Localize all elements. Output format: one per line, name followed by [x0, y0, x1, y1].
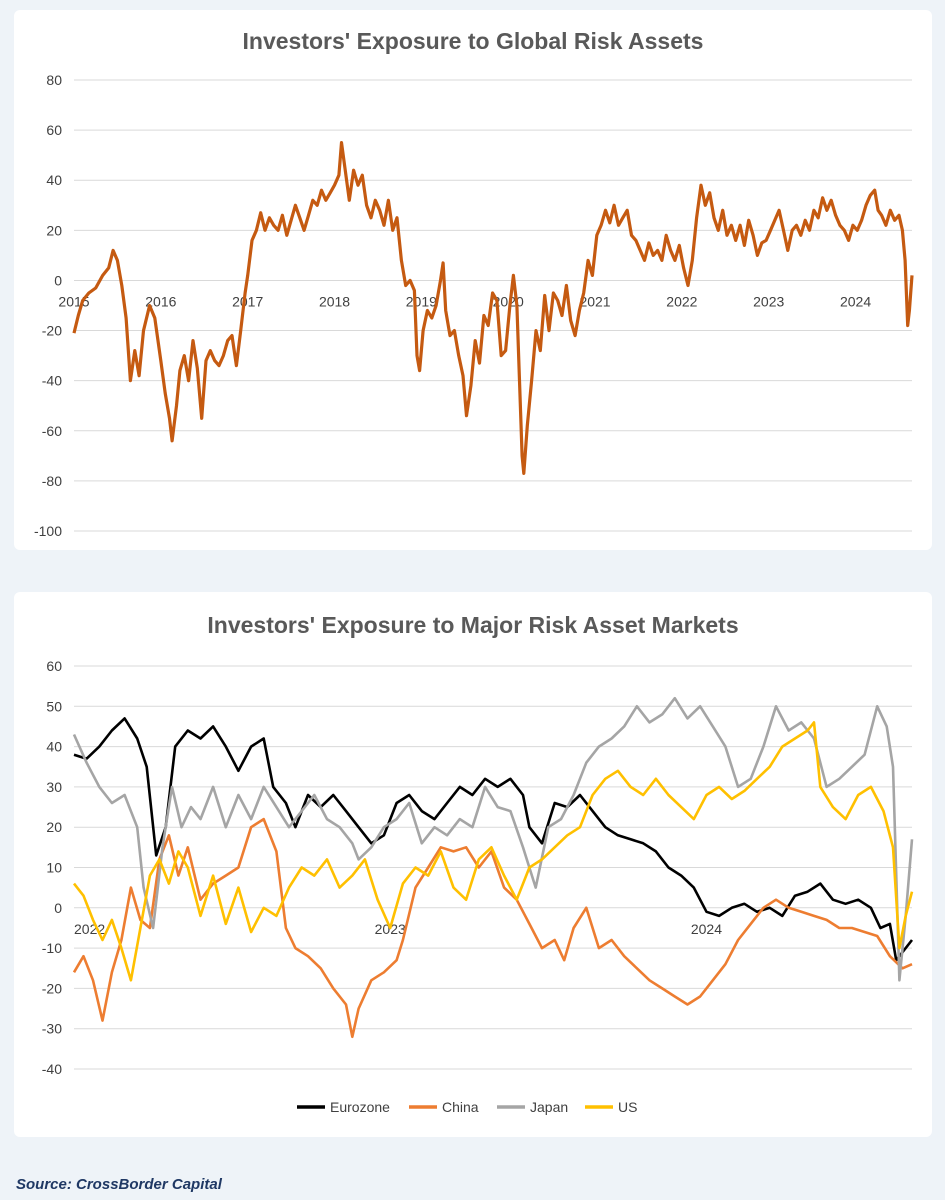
y-tick-label: 50: [46, 698, 62, 714]
chart-title: Investors' Exposure to Global Risk Asset…: [242, 28, 704, 54]
y-tick-label: -20: [42, 323, 62, 339]
legend-item-china: China: [409, 1099, 479, 1115]
x-tick-label: 2016: [145, 293, 176, 309]
y-tick-label: -100: [34, 523, 62, 539]
y-tick-label: -10: [42, 940, 62, 956]
series-line-us: [72, 721, 914, 982]
series-line-china: [72, 817, 913, 1039]
legend-item-eurozone: Eurozone: [297, 1099, 390, 1115]
x-tick-label: 2024: [840, 293, 871, 309]
legend-label: Japan: [530, 1099, 568, 1115]
y-tick-label: -60: [42, 423, 62, 439]
y-tick-label: 0: [54, 900, 62, 916]
y-tick-label: -30: [42, 1021, 62, 1037]
major-markets-chart-panel: Investors' Exposure to Major Risk Asset …: [14, 592, 932, 1137]
x-tick-label: 2022: [74, 921, 105, 937]
x-tick-label: 2019: [406, 293, 437, 309]
x-tick-label: 2017: [232, 293, 263, 309]
x-tick-label: 2023: [753, 293, 784, 309]
source-note: Source: CrossBorder Capital: [16, 1176, 222, 1193]
y-tick-label: 60: [46, 658, 62, 674]
y-tick-label: 10: [46, 860, 62, 876]
series-line-global: [72, 141, 914, 475]
legend-item-japan: Japan: [497, 1099, 568, 1115]
y-tick-label: 0: [54, 272, 62, 288]
y-tick-label: 40: [46, 739, 62, 755]
series-line-japan: [72, 696, 914, 982]
x-tick-label: 2022: [666, 293, 697, 309]
chart-title: Investors' Exposure to Major Risk Asset …: [207, 612, 739, 638]
y-tick-label: -80: [42, 473, 62, 489]
x-tick-label: 2018: [319, 293, 350, 309]
y-tick-label: 20: [46, 819, 62, 835]
y-tick-label: -40: [42, 373, 62, 389]
y-tick-label: 60: [46, 122, 62, 138]
y-tick-label: 40: [46, 172, 62, 188]
y-tick-label: 30: [46, 779, 62, 795]
x-tick-label: 2024: [691, 921, 722, 937]
series-line-eurozone: [73, 717, 914, 962]
y-tick-label: 20: [46, 222, 62, 238]
y-tick-label: -20: [42, 980, 62, 996]
y-tick-label: 80: [46, 72, 62, 88]
legend-label: US: [618, 1099, 637, 1115]
legend-label: China: [442, 1099, 479, 1115]
x-tick-label: 2021: [579, 293, 610, 309]
legend-label: Eurozone: [330, 1099, 390, 1115]
y-tick-label: -40: [42, 1061, 62, 1077]
global-risk-chart-panel: Investors' Exposure to Global Risk Asset…: [14, 10, 932, 550]
legend-item-us: US: [585, 1099, 637, 1115]
